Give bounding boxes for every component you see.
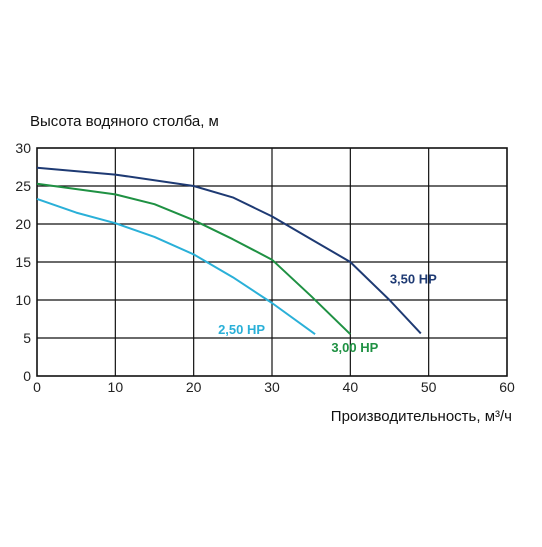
x-tick-label: 0 [33, 379, 41, 395]
y-tick-label: 25 [15, 178, 31, 194]
x-tick-label: 60 [499, 379, 515, 395]
grid [36, 147, 508, 377]
x-tick-label: 20 [186, 379, 202, 395]
series-line [36, 166, 422, 335]
series-label: 3,50 HP [390, 271, 437, 286]
series-label: 2,50 HP [218, 322, 265, 337]
y-tick-label: 0 [23, 368, 31, 384]
x-tick-label: 30 [264, 379, 280, 395]
y-tick-label: 20 [15, 216, 31, 232]
series-group: 3,50 HP 3,00 HP 2,50 HP [36, 166, 437, 355]
x-tick-label: 10 [108, 379, 124, 395]
series-label: 3,00 HP [331, 340, 378, 355]
tick-labels: 0 10 20 30 40 50 60 0 5 10 15 20 25 30 [15, 140, 515, 395]
series-line [36, 182, 351, 335]
y-tick-label: 30 [15, 140, 31, 156]
y-axis-title: Высота водяного столба, м [30, 113, 219, 130]
y-tick-label: 10 [15, 292, 31, 308]
x-tick-label: 40 [343, 379, 359, 395]
series-line [36, 197, 316, 336]
y-tick-label: 5 [23, 330, 31, 346]
y-tick-label: 15 [15, 254, 31, 270]
x-tick-label: 50 [421, 379, 437, 395]
x-axis-title: Производительность, м³/ч [331, 408, 512, 425]
